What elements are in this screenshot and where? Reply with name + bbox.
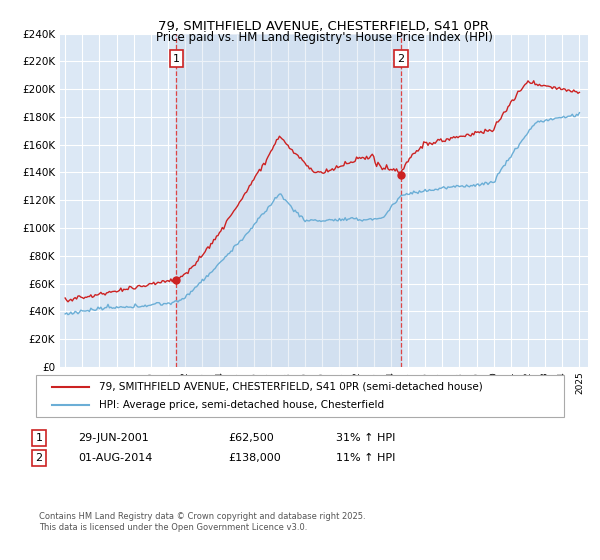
Text: 1: 1 [35, 433, 43, 443]
Bar [176, 34, 401, 367]
Text: £62,500: £62,500 [228, 433, 274, 443]
Text: £138,000: £138,000 [228, 453, 281, 463]
Text: 01-AUG-2014: 01-AUG-2014 [78, 453, 152, 463]
Text: 2: 2 [397, 54, 404, 64]
Text: 31% ↑ HPI: 31% ↑ HPI [336, 433, 395, 443]
Text: 11% ↑ HPI: 11% ↑ HPI [336, 453, 395, 463]
Text: Contains HM Land Registry data © Crown copyright and database right 2025.
This d: Contains HM Land Registry data © Crown c… [39, 512, 365, 532]
Text: 29-JUN-2001: 29-JUN-2001 [78, 433, 149, 443]
Text: 79, SMITHFIELD AVENUE, CHESTERFIELD, S41 0PR (semi-detached house): 79, SMITHFIELD AVENUE, CHESTERFIELD, S41… [100, 382, 483, 392]
Text: HPI: Average price, semi-detached house, Chesterfield: HPI: Average price, semi-detached house,… [100, 400, 385, 410]
Text: 79, SMITHFIELD AVENUE, CHESTERFIELD, S41 0PR: 79, SMITHFIELD AVENUE, CHESTERFIELD, S41… [158, 20, 490, 32]
FancyBboxPatch shape [36, 375, 564, 417]
Text: 2: 2 [35, 453, 43, 463]
Text: 1: 1 [173, 54, 180, 64]
Text: Price paid vs. HM Land Registry's House Price Index (HPI): Price paid vs. HM Land Registry's House … [155, 31, 493, 44]
